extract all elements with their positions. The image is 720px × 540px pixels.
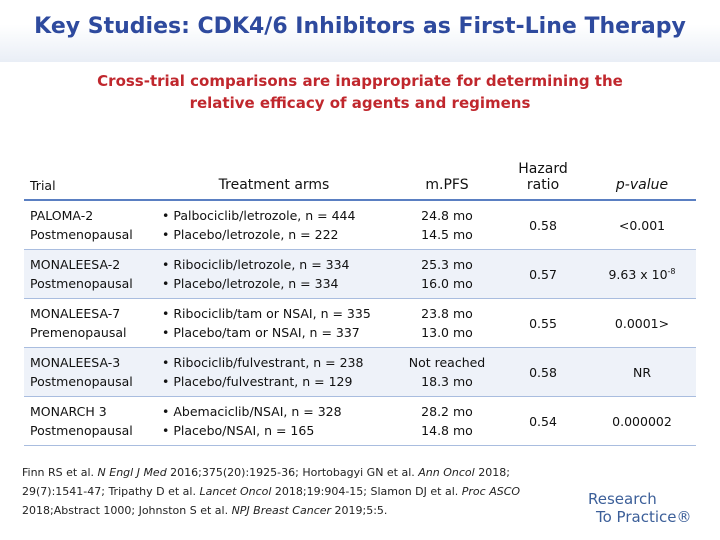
reference-text: 2018;: [474, 466, 510, 479]
trial-name: MONALEESA-7: [30, 306, 121, 321]
mpfs-cell: 25.3 mo 16.0 mo: [396, 249, 498, 299]
logo-line: To Practice®: [596, 508, 692, 526]
journal-name: Lancet Oncol: [199, 485, 272, 498]
journal-name: NPJ Breast Cancer: [231, 504, 332, 517]
hazard-ratio-cell: 0.55: [498, 298, 588, 348]
trial-name: MONARCH 3: [30, 404, 107, 419]
arms-cell: • Ribociclib/fulvestrant, n = 238 • Plac…: [152, 347, 396, 397]
arm-line: • Placebo/letrozole, n = 334: [162, 276, 339, 291]
research-to-practice-logo: Research To Practice®: [588, 490, 708, 526]
arms-cell: • Ribociclib/tam or NSAI, n = 335 • Plac…: [152, 298, 396, 348]
arms-cell: • Abemaciclib/NSAI, n = 328 • Placebo/NS…: [152, 396, 396, 446]
title-bar: [0, 0, 720, 62]
trial-cell: PALOMA-2 Postmenopausal: [24, 200, 152, 250]
pfs-value: 18.3 mo: [421, 374, 473, 389]
p-value-cell: NR: [588, 347, 696, 397]
reference-text: 2018;19:904-15; Slamon DJ et al.: [271, 485, 462, 498]
arm-line: • Ribociclib/letrozole, n = 334: [162, 257, 350, 272]
pfs-value: 28.2 mo: [421, 404, 473, 419]
studies-table: Trial Treatment arms m.PFS Hazard ratio …: [24, 135, 696, 446]
header-hazard-ratio: Hazard ratio: [498, 135, 588, 201]
hazard-ratio-cell: 0.57: [498, 249, 588, 299]
trial-cell: MONALEESA-2 Postmenopausal: [24, 249, 152, 299]
table-row: MONARCH 3 Postmenopausal • Abemaciclib/N…: [24, 396, 696, 446]
reference-text: 29(7):1541-47; Tripathy D et al.: [22, 485, 200, 498]
arm-line: • Ribociclib/fulvestrant, n = 238: [162, 355, 364, 370]
arm-line: • Placebo/tam or NSAI, n = 337: [162, 325, 360, 340]
trial-name: PALOMA-2: [30, 208, 94, 223]
trial-cell: MONARCH 3 Postmenopausal: [24, 396, 152, 446]
subtitle-line: Cross-trial comparisons are inappropriat…: [97, 72, 623, 90]
reference-text: 2019;5:5.: [331, 504, 388, 517]
arm-line: • Placebo/fulvestrant, n = 129: [162, 374, 353, 389]
trial-population: Postmenopausal: [30, 276, 133, 291]
arms-cell: • Ribociclib/letrozole, n = 334 • Placeb…: [152, 249, 396, 299]
pfs-value: Not reached: [408, 355, 486, 370]
pfs-value: 14.5 mo: [421, 227, 473, 242]
reference-line: 29(7):1541-47; Tripathy D et al. Lancet …: [22, 482, 582, 501]
header-treatment-arms: Treatment arms: [152, 135, 396, 201]
table-header-row: Trial Treatment arms m.PFS Hazard ratio …: [24, 135, 696, 201]
reference-line: Finn RS et al. N Engl J Med 2016;375(20)…: [22, 463, 582, 482]
logo-line: Research: [588, 490, 657, 508]
header-mpfs: m.PFS: [396, 135, 498, 201]
pfs-value: 25.3 mo: [421, 257, 473, 272]
trial-population: Postmenopausal: [30, 227, 133, 242]
header-trial: Trial: [24, 135, 152, 201]
journal-name: Ann Oncol: [418, 466, 475, 479]
p-value-cell: 9.63 x 10-8: [588, 249, 696, 299]
mpfs-cell: 24.8 mo 14.5 mo: [396, 200, 498, 250]
pfs-value: 16.0 mo: [421, 276, 473, 291]
journal-name: Proc ASCO: [461, 485, 521, 498]
pfs-value: 23.8 mo: [421, 306, 473, 321]
slide-subtitle: Cross-trial comparisons are inappropriat…: [80, 70, 640, 114]
trial-cell: MONALEESA-3 Postmenopausal: [24, 347, 152, 397]
trial-cell: MONALEESA-7 Premenopausal: [24, 298, 152, 348]
header-p-value: p-value: [588, 135, 696, 201]
header-hazard-ratio-line: Hazard: [518, 161, 568, 177]
trial-name: MONALEESA-2: [30, 257, 121, 272]
pfs-value: 14.8 mo: [421, 423, 473, 438]
trial-population: Postmenopausal: [30, 423, 133, 438]
journal-name: N Engl J Med: [97, 466, 167, 479]
pfs-value: 13.0 mo: [421, 325, 473, 340]
arm-line: • Placebo/letrozole, n = 222: [162, 227, 339, 242]
p-value-exponent: -8: [667, 266, 676, 276]
arm-line: • Ribociclib/tam or NSAI, n = 335: [162, 306, 371, 321]
references: Finn RS et al. N Engl J Med 2016;375(20)…: [22, 463, 582, 520]
trial-population: Postmenopausal: [30, 374, 133, 389]
table-row: PALOMA-2 Postmenopausal • Palbociclib/le…: [24, 200, 696, 250]
arm-line: • Abemaciclib/NSAI, n = 328: [162, 404, 342, 419]
arm-line: • Placebo/NSAI, n = 165: [162, 423, 315, 438]
reference-text: Finn RS et al.: [22, 466, 98, 479]
hazard-ratio-cell: 0.58: [498, 200, 588, 250]
trial-population: Premenopausal: [30, 325, 127, 340]
header-hazard-ratio-line: ratio: [526, 177, 560, 193]
table-row: MONALEESA-3 Postmenopausal • Ribociclib/…: [24, 347, 696, 397]
reference-text: 2016;375(20):1925-36; Hortobagyi GN et a…: [166, 466, 419, 479]
arm-line: • Palbociclib/letrozole, n = 444: [162, 208, 356, 223]
mpfs-cell: Not reached 18.3 mo: [396, 347, 498, 397]
table-row: MONALEESA-2 Postmenopausal • Ribociclib/…: [24, 249, 696, 299]
table-row: MONALEESA-7 Premenopausal • Ribociclib/t…: [24, 298, 696, 348]
p-value-cell: 0.000002: [588, 396, 696, 446]
hazard-ratio-cell: 0.58: [498, 347, 588, 397]
arms-cell: • Palbociclib/letrozole, n = 444 • Place…: [152, 200, 396, 250]
p-value-base: 9.63 x 10: [608, 266, 668, 282]
hazard-ratio-cell: 0.54: [498, 396, 588, 446]
trial-name: MONALEESA-3: [30, 355, 121, 370]
subtitle-line: relative efficacy of agents and regimens: [189, 94, 531, 112]
slide-title: Key Studies: CDK4/6 Inhibitors as First-…: [34, 14, 686, 39]
mpfs-cell: 28.2 mo 14.8 mo: [396, 396, 498, 446]
p-value-cell: 0.0001>: [588, 298, 696, 348]
p-value-cell: <0.001: [588, 200, 696, 250]
reference-line: 2018;Abstract 1000; Johnston S et al. NP…: [22, 501, 582, 520]
reference-text: 2018;Abstract 1000; Johnston S et al.: [22, 504, 232, 517]
mpfs-cell: 23.8 mo 13.0 mo: [396, 298, 498, 348]
pfs-value: 24.8 mo: [421, 208, 473, 223]
